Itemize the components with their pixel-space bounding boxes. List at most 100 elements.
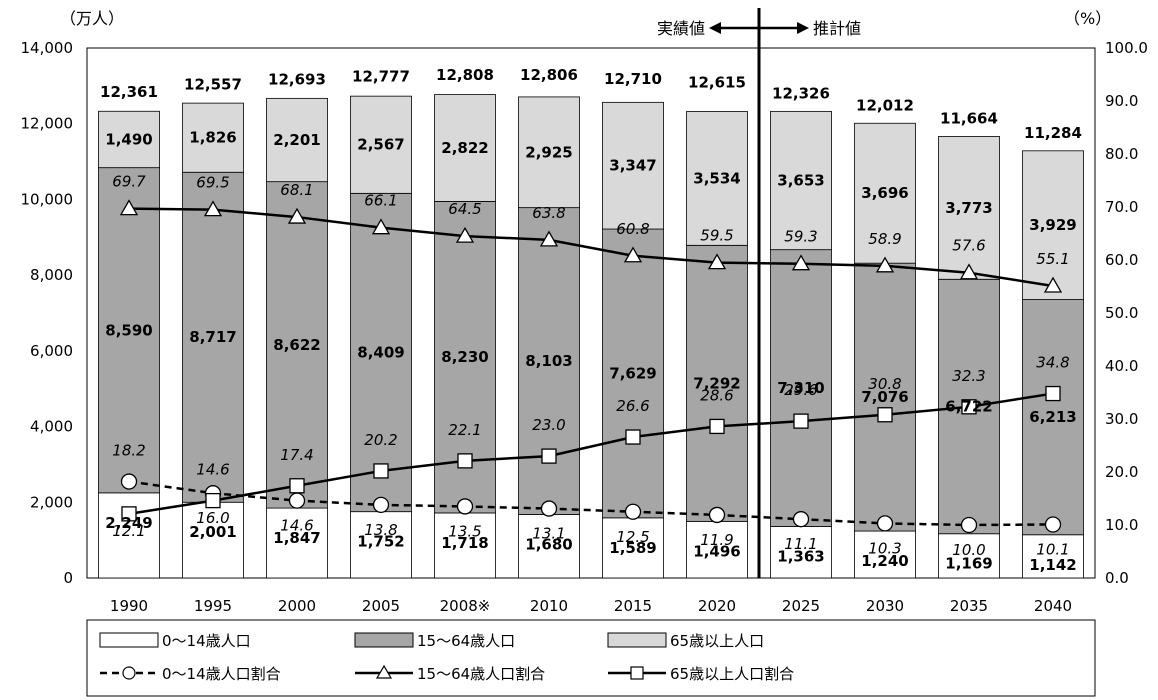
line-point [961, 399, 977, 415]
segment-label: 3,696 [861, 184, 908, 202]
series-line [128, 207, 1054, 288]
bar-segment [182, 102, 244, 173]
phase-label-estimate: 推計値 [813, 19, 861, 38]
category-label: 2030 [866, 597, 904, 615]
ratio-label: 10.3 [868, 539, 901, 557]
left-tick-label: 2,000 [30, 493, 73, 511]
phase-label-actual: 実績値 [657, 19, 705, 38]
category-label: 2015 [614, 597, 652, 615]
line-point [540, 500, 558, 517]
line-point [288, 492, 306, 509]
segment-label: 2,567 [357, 136, 404, 154]
line-point [876, 515, 894, 532]
line-point [709, 418, 725, 435]
bar-segment [770, 249, 832, 527]
bar-segment [854, 122, 916, 264]
left-tick-label: 14,000 [21, 39, 74, 57]
line-point [120, 473, 138, 490]
line-point [456, 498, 474, 515]
ratio-label: 16.0 [196, 509, 229, 527]
bar-segment [854, 262, 916, 532]
segment-label: 1,826 [189, 129, 236, 147]
segment-label: 8,717 [189, 328, 236, 346]
segment-label: 3,653 [777, 172, 824, 190]
line-point [1044, 516, 1062, 533]
ratio-label: 69.5 [196, 174, 229, 192]
line-point [707, 253, 727, 270]
ratio-label: 18.2 [112, 442, 145, 460]
bar-segment [266, 507, 328, 579]
total-label: 12,808 [436, 66, 494, 84]
total-label: 12,557 [184, 76, 242, 94]
line-point [287, 207, 307, 224]
legend-swatch [99, 632, 159, 648]
line-point [708, 506, 726, 524]
bar-segment [602, 101, 664, 230]
series-line [128, 392, 1054, 516]
legend-label: 0〜14歳人口割合 [162, 665, 281, 683]
data-labels: 12,361 2,249 8,590 1,490 12,557 2,001 8,717 1,8… [100, 66, 1082, 574]
segment-label: 6,213 [1029, 408, 1076, 426]
bar-segment [686, 520, 748, 579]
line-point [372, 496, 390, 514]
segment-label: 7,292 [693, 374, 740, 392]
right-tick-label: 60.0 [1105, 251, 1138, 269]
ratio-label: 28.6 [700, 386, 733, 404]
ratio-label: 17.4 [280, 446, 313, 464]
ratio-label: 26.6 [616, 397, 649, 415]
ratio-label: 20.2 [364, 431, 397, 449]
bar-segment [350, 192, 412, 513]
right-tick-label: 50.0 [1105, 304, 1138, 322]
segment-label: 1,169 [945, 555, 992, 573]
line-point [121, 506, 137, 522]
right-tick-label: 30.0 [1105, 410, 1138, 428]
total-label: 12,693 [268, 70, 326, 88]
bar-segment [938, 533, 1000, 579]
ratio-label: 23.0 [532, 416, 565, 434]
line-point [791, 254, 811, 271]
line-point [623, 246, 643, 263]
segment-label: 3,347 [609, 157, 656, 175]
total-label: 12,361 [100, 83, 158, 101]
ratio-label: 68.1 [280, 181, 313, 199]
line-point [877, 407, 893, 423]
segment-label: 1,490 [105, 130, 152, 148]
bar-segment [854, 530, 916, 579]
bar-segment [770, 526, 832, 579]
ratio-label: 22.1 [448, 421, 481, 439]
line-point [203, 200, 223, 217]
ratio-label: 11.1 [784, 535, 817, 553]
line-point [625, 429, 641, 445]
left-tick-label: 0 [63, 569, 73, 587]
plot-frame [86, 47, 1096, 579]
right-tick-label: 70.0 [1105, 198, 1138, 216]
total-label: 12,012 [856, 96, 914, 114]
total-label: 11,664 [940, 109, 998, 127]
ratio-label: 13.5 [448, 522, 481, 540]
segment-label: 1,496 [693, 542, 740, 560]
segment-label: 2,925 [525, 143, 572, 161]
bars [98, 94, 1084, 579]
segment-label: 2,001 [189, 523, 236, 541]
ratio-label: 13.8 [364, 521, 397, 539]
ratio-label: 64.5 [448, 200, 481, 218]
ratio-label: 14.6 [196, 461, 229, 479]
ratio-label: 59.5 [700, 227, 733, 245]
line-point [793, 413, 809, 429]
segment-label: 1,363 [777, 547, 824, 565]
legend-marker [630, 666, 644, 680]
ratio-label: 63.8 [532, 204, 565, 222]
bar-segment [770, 110, 832, 251]
segment-label: 7,076 [861, 388, 908, 406]
segment-label: 8,103 [525, 352, 572, 370]
ratio-label: 12.1 [112, 522, 145, 540]
ratio-lines [119, 199, 1063, 534]
line-point [1045, 385, 1061, 402]
left-axis-unit: （万人） [60, 9, 124, 28]
bar-segment [686, 244, 748, 522]
line-point [959, 263, 979, 280]
segment-label: 8,622 [273, 336, 320, 354]
segment-label: 1,589 [609, 539, 656, 557]
segment-label: 8,409 [357, 344, 404, 362]
